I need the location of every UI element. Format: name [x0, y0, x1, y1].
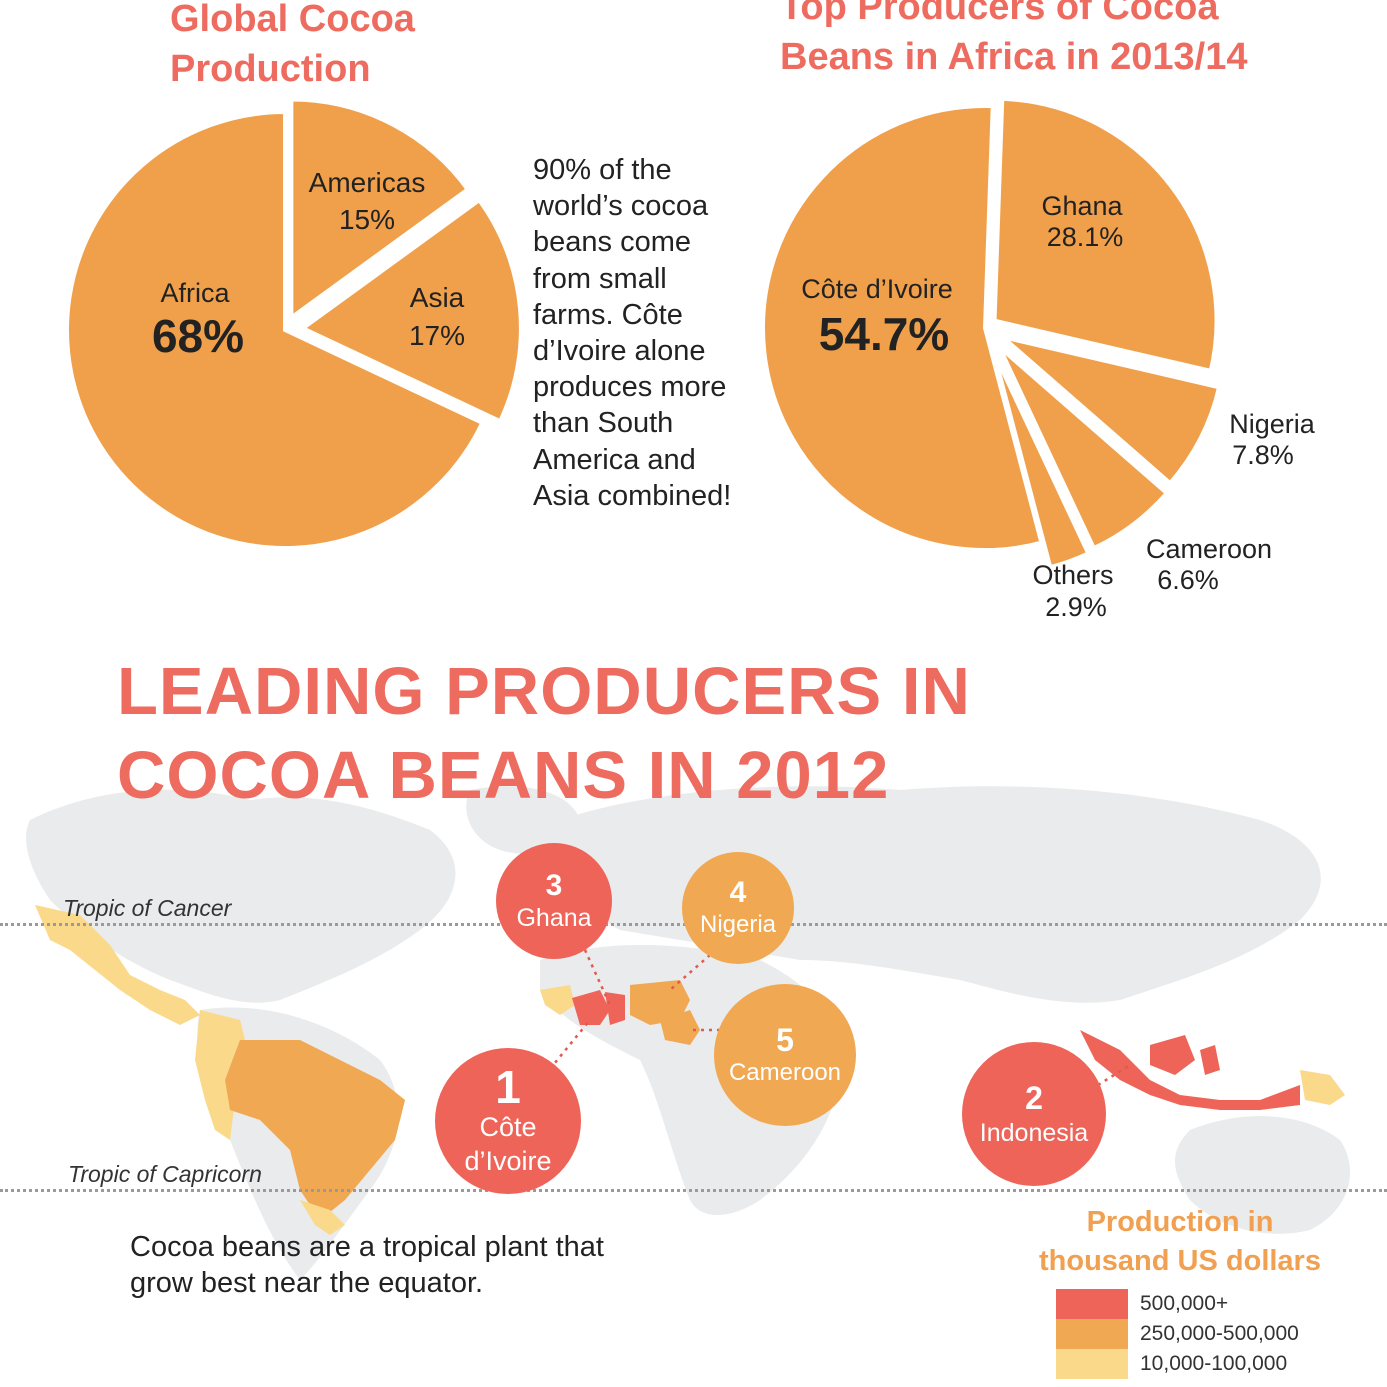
legend-item: 250,000-500,000 [1056, 1319, 1350, 1349]
pie1-title-line2: Production [170, 48, 371, 90]
legend-label: 10,000-100,000 [1140, 1352, 1288, 1375]
pie2-label-nigeria: Nigeria [1229, 409, 1316, 439]
pie2-title: Top Producers of Cocoa Beans in Africa i… [780, 0, 1248, 82]
region-indonesia [1080, 1030, 1300, 1110]
producer-bubble-2: 2 Indonesia [962, 1042, 1106, 1186]
pie1-slice-americas [289, 97, 471, 322]
producer-rank: 1 [495, 1061, 521, 1113]
fact-line: world’s cocoa [533, 190, 709, 223]
pie2-value-cote-divoire: 54.7% [819, 308, 949, 360]
producer-bubble-3: 3 Ghana [496, 843, 612, 959]
producer-name: Indonesia [979, 1119, 1089, 1147]
legend-title: Production in thousand US dollars [1010, 1203, 1350, 1281]
pie1-value-asia: 17% [409, 320, 465, 351]
producer-name: Ghana [516, 904, 592, 932]
pie2-slice-cote-divoire [761, 104, 1044, 552]
map-title: LEADING PRODUCERS IN COCOA BEANS IN 2012 [117, 650, 971, 818]
pie1-labels: Africa 68% Americas 15% Asia 17% [152, 167, 465, 362]
pie2-value-nigeria: 7.8% [1232, 440, 1294, 470]
fact-line: farms. Côte [533, 298, 683, 331]
producer-name: Côte [479, 1112, 537, 1142]
pie1-slice-asia [299, 197, 523, 424]
producer-bubble-5: 5 Cameroon [714, 984, 856, 1126]
producer-name: Cameroon [728, 1059, 842, 1086]
region-borneo [1150, 1035, 1195, 1075]
pie2-value-ghana: 28.1% [1047, 222, 1124, 252]
fact-line: America and [533, 443, 696, 476]
pie1-slice-africa [65, 109, 485, 550]
producer-rank: 3 [545, 869, 563, 902]
pie2-slice-others [991, 351, 1091, 570]
producer-name: d’Ivoire [464, 1146, 552, 1176]
pie2-label-others: Others [1032, 560, 1113, 590]
producer-bubble-4: 4 Nigeria [682, 852, 794, 964]
pie2-slice-nigeria [1001, 335, 1222, 486]
region-south-cone [300, 1200, 345, 1235]
pie2-labels: Côte d’Ivoire 54.7% Ghana 28.1% Nigeria … [801, 191, 1316, 622]
producer-name: Nigeria [699, 911, 777, 938]
fact-line: produces more [533, 371, 727, 404]
region-cote-divoire [572, 990, 610, 1025]
producer-rank: 2 [1025, 1080, 1043, 1116]
fact-line: beans come [533, 226, 691, 259]
fact-line: from small [533, 262, 667, 295]
legend: Production in thousand US dollars 500,00… [1010, 1203, 1350, 1379]
tropic-of-cancer-label: Tropic of Cancer [63, 895, 232, 921]
fact-line: d’Ivoire alone [533, 335, 706, 368]
fact-line: than South [533, 407, 674, 440]
pie2-label-cote-divoire: Côte d’Ivoire [801, 274, 953, 304]
pie1-label-asia: Asia [410, 282, 465, 313]
pie1-label-africa: Africa [160, 278, 230, 308]
connector-lines [544, 949, 1131, 1087]
tropic-of-capricorn-label: Tropic of Capricorn [68, 1161, 262, 1187]
pie2-chart: Côte d’Ivoire 54.7% Ghana 28.1% Nigeria … [761, 96, 1316, 622]
pie1-title-line1: Global Cocoa [170, 0, 415, 40]
legend-item: 10,000-100,000 [1056, 1349, 1350, 1379]
caption-line: grow best near the equator. [130, 1267, 484, 1299]
producer-regions [35, 905, 1345, 1235]
pie2-title-line1: Top Producers of Cocoa [780, 0, 1219, 28]
producer-bubble-1: 1 Côte d’Ivoire [435, 1048, 581, 1194]
pie1-chart: Africa 68% Americas 15% Asia 17% [65, 97, 523, 550]
region-cameroon [660, 1010, 700, 1045]
legend-title-line2: thousand US dollars [1039, 1245, 1321, 1277]
region-sulawesi [1200, 1045, 1220, 1075]
pie2-label-ghana: Ghana [1041, 191, 1123, 221]
pie2-value-others: 2.9% [1045, 592, 1107, 622]
map-title-line1: LEADING PRODUCERS IN [117, 654, 971, 729]
pie2-title-line2: Beans in Africa in 2013/14 [780, 36, 1248, 78]
legend-item: 500,000+ [1056, 1289, 1350, 1319]
map-title-line2: COCOA BEANS IN 2012 [117, 738, 890, 813]
legend-swatch-low [1056, 1349, 1128, 1379]
pie2-value-cameroon: 6.6% [1157, 565, 1219, 595]
legend-swatch-mid [1056, 1319, 1128, 1349]
region-west-africa-low [540, 985, 575, 1015]
region-ghana [605, 992, 625, 1025]
producer-rank: 4 [729, 876, 747, 909]
pie1-value-americas: 15% [339, 204, 395, 235]
pie2-slice-cameroon [997, 345, 1170, 551]
fact-line: Asia combined! [533, 479, 732, 512]
legend-title-line1: Production in [1086, 1206, 1274, 1238]
region-papua [1300, 1070, 1345, 1105]
pie1-title: Global Cocoa Production [170, 0, 415, 94]
fact-line: 90% of the [533, 154, 672, 186]
caption-line: Cocoa beans are a tropical plant that [130, 1231, 604, 1263]
legend-items: 500,000+ 250,000-500,000 10,000-100,000 [1056, 1289, 1350, 1379]
region-nigeria [630, 980, 690, 1025]
region-andes [195, 1010, 250, 1140]
pie1-label-americas: Americas [309, 167, 426, 198]
legend-label: 500,000+ [1140, 1292, 1229, 1315]
map-caption: Cocoa beans are a tropical plant that gr… [130, 1229, 604, 1301]
pie2-slice-ghana [992, 96, 1219, 374]
producer-rank: 5 [776, 1022, 794, 1058]
pie2-label-cameroon: Cameroon [1146, 534, 1272, 564]
legend-label: 250,000-500,000 [1140, 1322, 1299, 1345]
legend-swatch-high [1056, 1289, 1128, 1319]
fact-text: 90% of the world’s cocoa beans come from… [533, 152, 773, 514]
region-brazil [225, 1040, 405, 1220]
pie1-value-africa: 68% [152, 310, 244, 362]
tropic-of-capricorn-line [0, 1189, 1387, 1192]
region-central-america [35, 905, 200, 1025]
